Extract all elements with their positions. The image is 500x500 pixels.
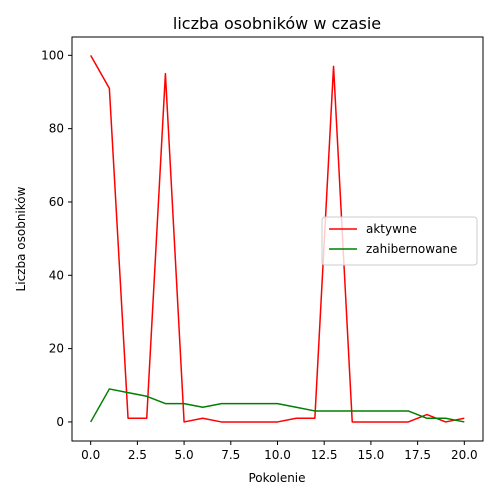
x-tick-label: 5.0: [175, 448, 194, 462]
x-tick-label: 2.5: [128, 448, 147, 462]
x-tick-label: 7.5: [221, 448, 240, 462]
y-tick-label: 60: [49, 195, 64, 209]
x-axis: 0.0 2.5 5.0 7.5 10.0 12.5 15.0 17.5 20.0: [81, 441, 478, 462]
legend: aktywne zahibernowane: [321, 216, 478, 266]
x-axis-label: Pokolenie: [248, 471, 305, 485]
x-tick-label: 17.5: [404, 448, 431, 462]
series-layer: [90, 54, 465, 423]
y-axis-label: Liczba osobników: [14, 186, 28, 291]
x-tick-label: 20.0: [451, 448, 478, 462]
y-tick-label: 20: [49, 342, 64, 356]
chart-title: liczba osobników w czasie: [173, 14, 381, 33]
legend-label-aktywne: aktywne: [366, 222, 417, 236]
x-tick-label: 0.0: [81, 448, 100, 462]
series-line-zahibernowane: [90, 388, 465, 423]
x-tick-label: 12.5: [311, 448, 338, 462]
y-tick-label: 40: [49, 268, 64, 282]
y-axis: 0 20 40 60 80 100: [41, 48, 72, 429]
y-tick-label: 100: [41, 48, 64, 62]
y-tick-label: 80: [49, 122, 64, 136]
legend-box: [321, 216, 478, 266]
legend-label-zahibernowane: zahibernowane: [366, 242, 457, 256]
x-tick-label: 15.0: [358, 448, 385, 462]
y-tick-label: 0: [56, 415, 64, 429]
series-line-aktywne: [90, 54, 465, 423]
x-tick-label: 10.0: [264, 448, 291, 462]
